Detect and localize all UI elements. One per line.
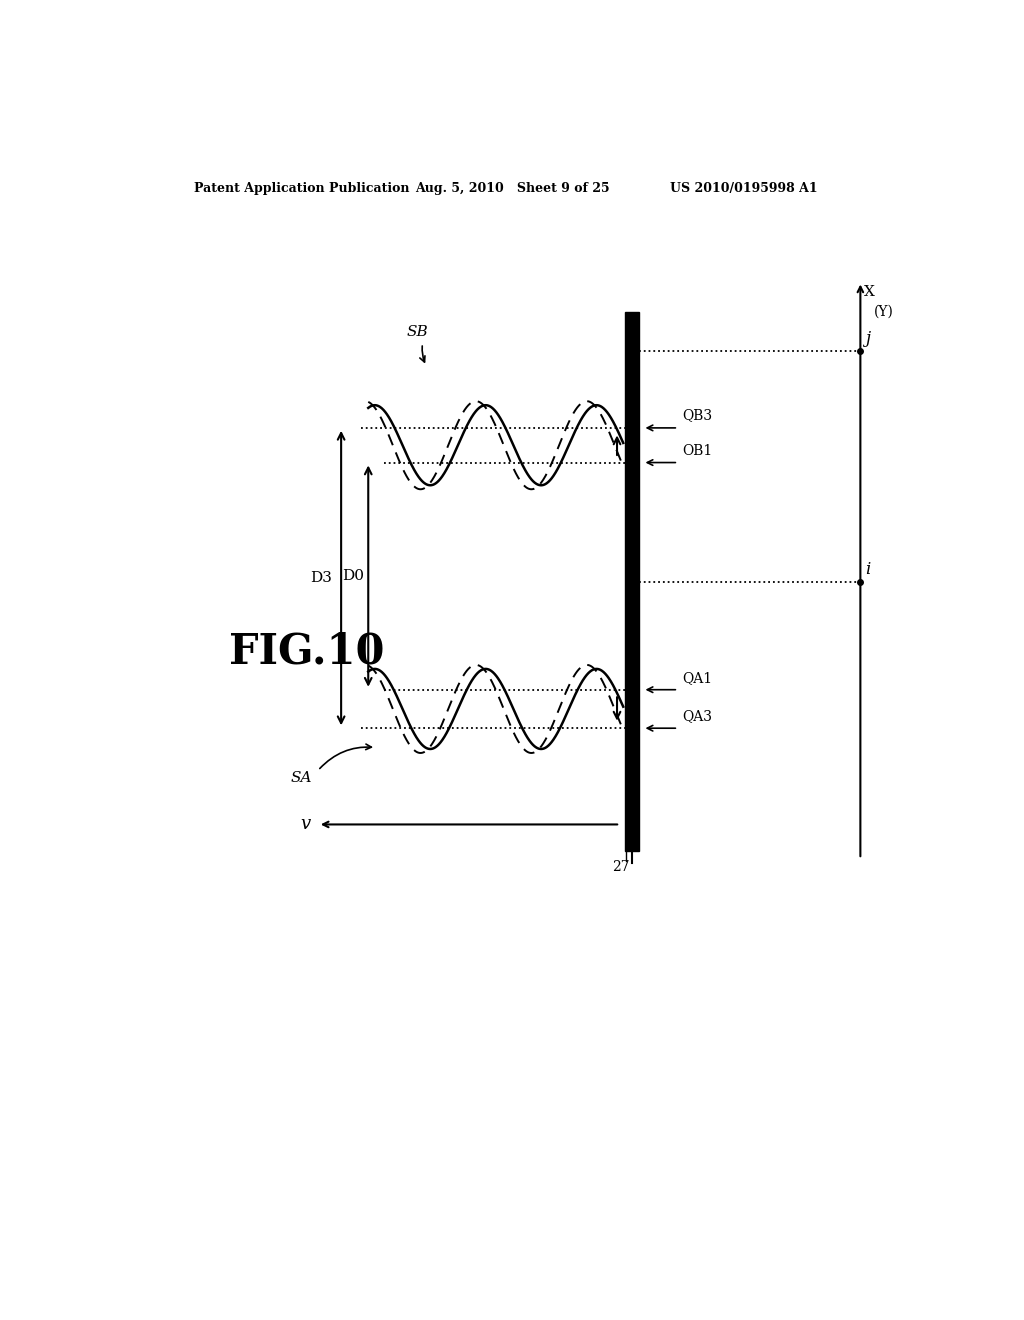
Text: j: j: [865, 330, 870, 347]
Text: (Y): (Y): [874, 305, 894, 318]
Text: 27: 27: [612, 859, 630, 874]
Text: QA3: QA3: [682, 710, 712, 723]
Text: SB: SB: [407, 325, 429, 339]
Text: SA: SA: [291, 771, 312, 785]
Bar: [625, 313, 639, 851]
Text: Aug. 5, 2010   Sheet 9 of 25: Aug. 5, 2010 Sheet 9 of 25: [415, 182, 609, 194]
Text: US 2010/0195998 A1: US 2010/0195998 A1: [671, 182, 818, 194]
Text: OB1: OB1: [682, 444, 713, 458]
Text: FIG.10: FIG.10: [228, 630, 384, 672]
Text: v: v: [300, 816, 310, 833]
Text: QA1: QA1: [682, 671, 713, 685]
Text: i: i: [865, 561, 870, 578]
Text: QB3: QB3: [682, 408, 713, 422]
Text: X: X: [864, 285, 876, 300]
Text: D3: D3: [310, 572, 332, 585]
Text: D0: D0: [342, 569, 365, 583]
Text: Patent Application Publication: Patent Application Publication: [194, 182, 410, 194]
